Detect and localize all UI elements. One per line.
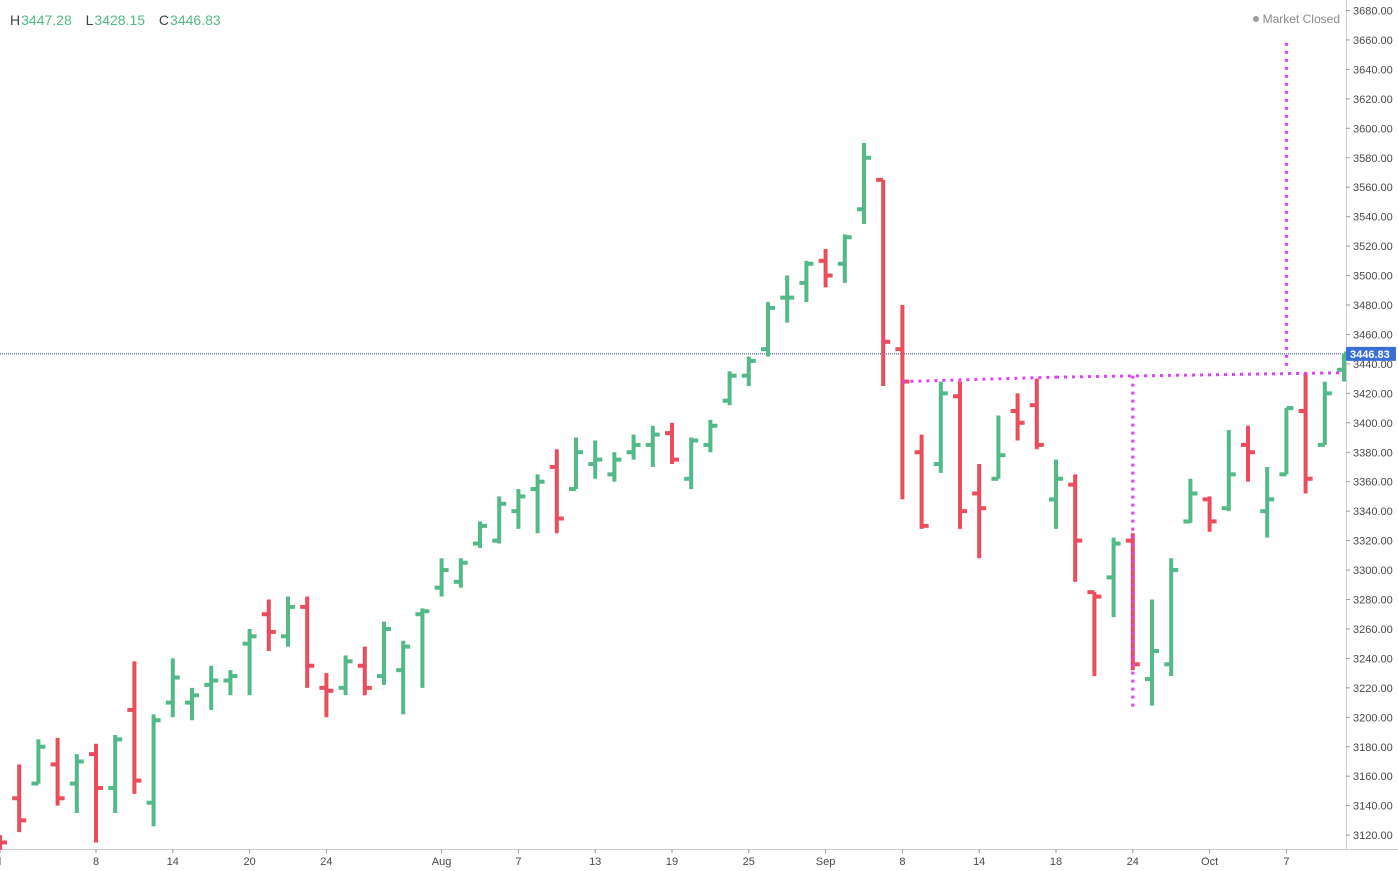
x-tick-label: 14 [167, 856, 179, 868]
close-value: 3446.83 [170, 12, 221, 28]
y-tick-label: 3360.00 [1353, 477, 1393, 489]
x-tick-label: 13 [589, 856, 601, 868]
x-tick-label: Oct [1201, 856, 1218, 868]
x-tick-label: 24 [320, 856, 332, 868]
y-tick-label: 3600.00 [1353, 123, 1393, 135]
market-status-label: Market Closed [1262, 12, 1340, 26]
y-tick-label: 3320.00 [1353, 536, 1393, 548]
y-tick-label: 3440.00 [1353, 359, 1393, 371]
last-price-label: 3446.83 [1350, 349, 1390, 361]
y-tick-label: 3240.00 [1353, 653, 1393, 665]
y-tick-label: 3120.00 [1353, 830, 1393, 842]
x-tick-label: l [0, 856, 1, 868]
x-tick-label: 14 [973, 856, 985, 868]
y-tick-label: 3380.00 [1353, 447, 1393, 459]
y-tick-label: 3400.00 [1353, 418, 1393, 430]
y-tick-label: 3220.00 [1353, 683, 1393, 695]
y-tick-label: 3340.00 [1353, 506, 1393, 518]
close-key: C [158, 12, 170, 28]
x-tick-label: 24 [1127, 856, 1139, 868]
y-tick-label: 3480.00 [1353, 300, 1393, 312]
low-value: 3428.15 [94, 12, 146, 28]
y-tick-label: 3300.00 [1353, 565, 1393, 577]
y-tick-label: 3540.00 [1353, 212, 1393, 224]
low-key: L [85, 12, 94, 28]
y-tick-label: 3280.00 [1353, 595, 1393, 607]
high-value: 3447.28 [21, 12, 72, 28]
x-tick-label: 20 [243, 856, 255, 868]
x-tick-label: Sep [816, 856, 836, 868]
y-tick-label: 3640.00 [1353, 64, 1393, 76]
y-tick-label: 3420.00 [1353, 388, 1393, 400]
annotation-horizontal-line [902, 375, 1057, 384]
y-tick-label: 3680.00 [1353, 6, 1393, 18]
y-tick-label: 3160.00 [1353, 771, 1393, 783]
last-price-badge [1346, 346, 1396, 361]
x-tick-label: 7 [1283, 856, 1289, 868]
status-dot-icon [1252, 15, 1259, 22]
y-tick-label: 3560.00 [1353, 182, 1393, 194]
y-tick-label: 3200.00 [1353, 712, 1393, 724]
market-status: Market Closed [1252, 12, 1340, 26]
ohlc-readout: H3447.28 L3428.15 C3446.83 [10, 12, 231, 28]
annotation-horizontal-line [1055, 371, 1345, 379]
x-tick-label: 8 [899, 856, 905, 868]
x-tick-label: Aug [432, 856, 452, 868]
x-tick-label: 7 [515, 856, 521, 868]
y-tick-label: 3260.00 [1353, 624, 1393, 636]
y-tick-label: 3520.00 [1353, 241, 1393, 253]
y-tick-label: 3140.00 [1353, 801, 1393, 813]
y-tick-label: 3660.00 [1353, 35, 1393, 47]
y-tick-label: 3620.00 [1353, 94, 1393, 106]
x-tick-label: 8 [93, 856, 99, 868]
x-tick-label: 19 [666, 856, 678, 868]
y-tick-label: 3580.00 [1353, 153, 1393, 165]
x-tick-label: 18 [1050, 856, 1062, 868]
x-tick-label: 25 [743, 856, 755, 868]
y-tick-label: 3460.00 [1353, 329, 1393, 341]
high-key: H [10, 12, 21, 28]
y-tick-label: 3180.00 [1353, 742, 1393, 754]
y-tick-label: 3500.00 [1353, 271, 1393, 283]
